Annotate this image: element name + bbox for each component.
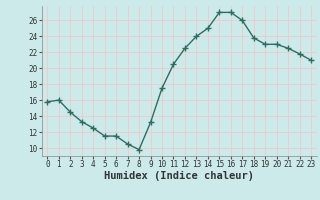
X-axis label: Humidex (Indice chaleur): Humidex (Indice chaleur) — [104, 171, 254, 181]
